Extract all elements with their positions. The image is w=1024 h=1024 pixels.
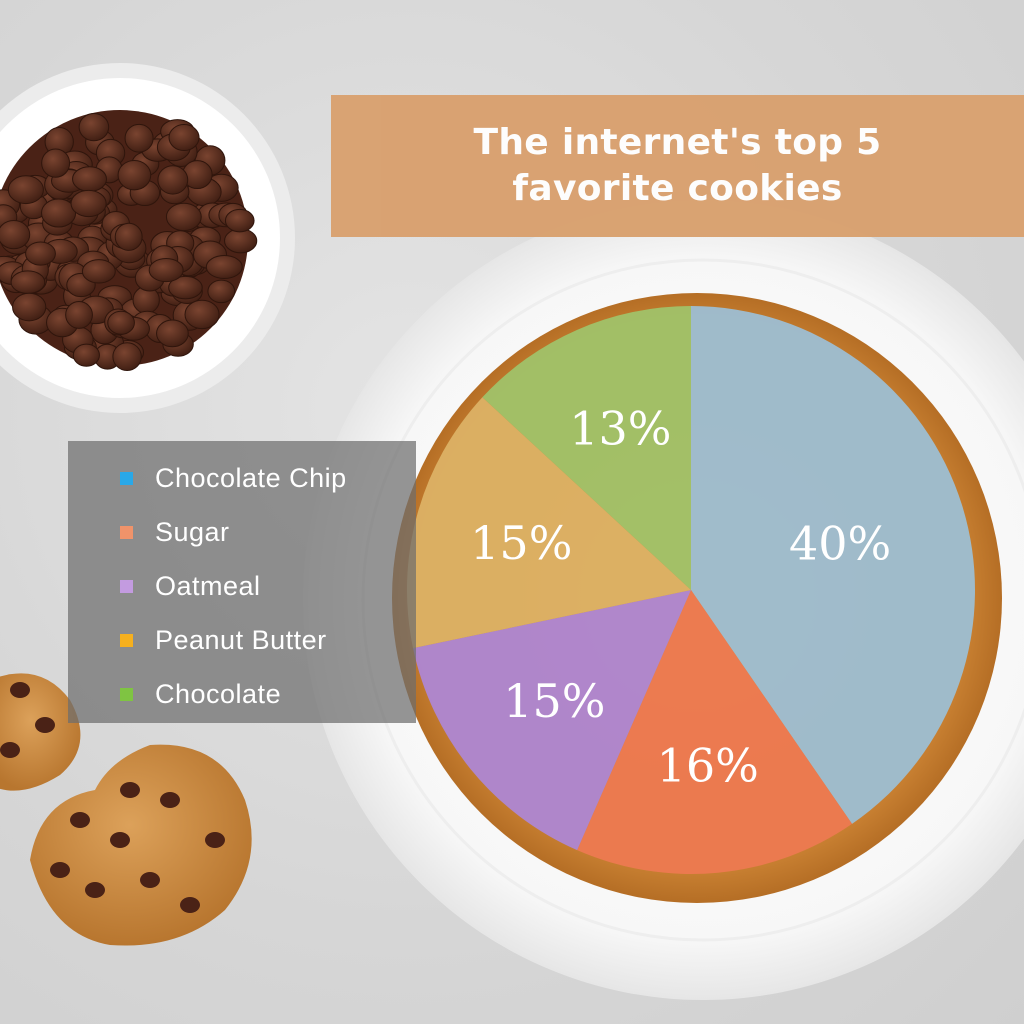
title-banner: The internet's top 5 favorite cookies (331, 95, 1024, 237)
legend-label: Peanut Butter (155, 624, 327, 655)
pie-slice-chocolate (482, 306, 691, 590)
legend-swatch (120, 687, 133, 701)
pie-slice-oatmeal (413, 590, 691, 851)
pie-data-label: 15% (470, 516, 572, 570)
legend-item-chocolate-chip: Chocolate Chip (120, 463, 347, 493)
title-line-1: The internet's top 5 (473, 122, 882, 163)
legend-label: Oatmeal (155, 570, 261, 601)
legend-item-chocolate: Chocolate (120, 679, 281, 709)
legend-item-sugar: Sugar (120, 517, 230, 547)
pie-slice-sugar (577, 590, 853, 874)
chart-legend: Chocolate Chip Sugar Oatmeal Peanut Butt… (68, 441, 416, 723)
legend-swatch (120, 525, 133, 539)
pie-data-label: 15% (503, 674, 605, 728)
legend-swatch (120, 579, 133, 593)
pie-data-label: 16% (657, 738, 759, 792)
legend-label: Chocolate (155, 678, 282, 709)
pie-slice-peanut-butter (407, 397, 691, 649)
chocolate-chip-bowl-image (0, 63, 295, 413)
legend-label: Chocolate Chip (155, 462, 347, 493)
legend-item-oatmeal: Oatmeal (120, 571, 261, 601)
pie-chart: 40% 16% 15% 15% 13% (407, 306, 975, 874)
legend-item-peanut-butter: Peanut Butter (120, 625, 327, 655)
title-line-2: favorite cookies (512, 168, 843, 209)
pie-data-label: 40% (789, 517, 891, 571)
pie-slice-chocolate-chip (691, 306, 975, 824)
cookies-image (0, 673, 252, 946)
pie-data-label: 13% (569, 402, 671, 456)
legend-label: Sugar (155, 516, 230, 547)
legend-swatch (120, 471, 133, 485)
legend-swatch (120, 633, 133, 647)
